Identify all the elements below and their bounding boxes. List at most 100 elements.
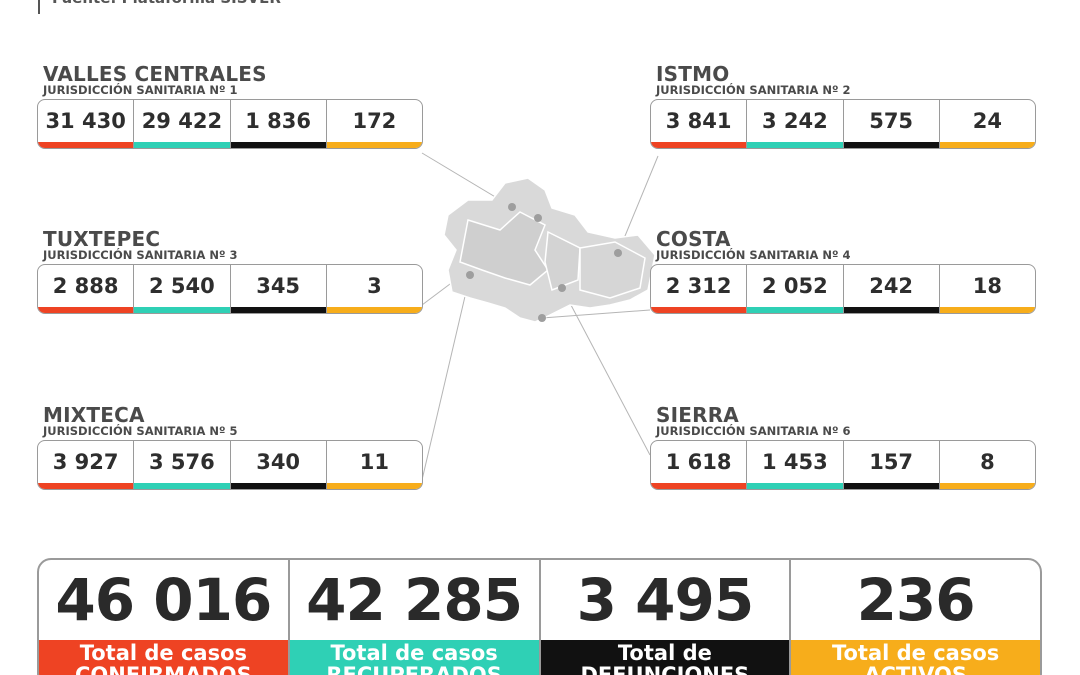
total-deaths: 3 495 Total de DEFUNCIONES: [540, 560, 792, 675]
deaths-cell: 1 836: [230, 100, 327, 148]
active-cell: 24: [939, 100, 1035, 148]
region-mixteca: MIXTECA JURISDICCIÓN SANITARIA Nº 5 3 92…: [37, 405, 423, 490]
region-stats: 3 841 3 242 575 24: [650, 99, 1036, 149]
region-name: COSTA: [656, 227, 731, 251]
region-sierra: SIERRA JURISDICCIÓN SANITARIA Nº 6 1 618…: [650, 405, 1036, 490]
region-jurisdiction: JURISDICCIÓN SANITARIA Nº 6: [656, 424, 851, 438]
recovered-value: 29 422: [141, 109, 223, 133]
deaths-cell: 345: [230, 265, 327, 313]
deaths-value: 575: [869, 109, 914, 133]
confirmed-bar: [651, 307, 747, 313]
region-name: ISTMO: [656, 62, 730, 86]
region-name: TUXTEPEC: [43, 227, 161, 251]
label-line2: ACTIVOS: [864, 663, 967, 675]
region-stats: 31 430 29 422 1 836 172: [37, 99, 423, 149]
total-confirmed-value: 46 016: [55, 566, 272, 634]
active-cell: 11: [326, 441, 422, 489]
label-line2: DEFUNCIONES: [580, 663, 750, 675]
totals-panel: 46 016 Total de casos CONFIRMADOS 42 285…: [37, 558, 1042, 675]
active-bar: [326, 483, 422, 489]
active-value: 11: [359, 450, 389, 474]
deaths-bar: [230, 307, 326, 313]
region-stats: 3 927 3 576 340 11: [37, 440, 423, 490]
active-cell: 172: [326, 100, 422, 148]
deaths-cell: 340: [230, 441, 327, 489]
region-jurisdiction: JURISDICCIÓN SANITARIA Nº 5: [43, 424, 238, 438]
recovered-bar: [134, 142, 230, 148]
active-cell: 8: [939, 441, 1035, 489]
active-bar: [939, 142, 1035, 148]
confirmed-cell: 1 618: [651, 441, 748, 489]
recovered-bar: [747, 142, 843, 148]
connector-lines: [421, 152, 659, 481]
confirmed-bar: [38, 307, 134, 313]
total-active: 236 Total de casos ACTIVOS: [791, 560, 1040, 675]
label-line1: Total de casos: [79, 641, 248, 665]
label-line2: CONFIRMADOS: [75, 663, 252, 675]
recovered-bar: [747, 483, 843, 489]
deaths-value: 340: [256, 450, 301, 474]
state-shape: [443, 177, 656, 323]
total-deaths-label: Total de DEFUNCIONES: [540, 640, 790, 675]
recovered-value: 2 540: [148, 274, 215, 298]
confirmed-value: 3 841: [665, 109, 732, 133]
region-jurisdiction: JURISDICCIÓN SANITARIA Nº 1: [43, 83, 238, 97]
total-recovered-label: Total de casos RECUPERADOS: [289, 640, 539, 675]
confirmed-bar: [651, 483, 747, 489]
active-bar: [939, 307, 1035, 313]
region-istmo: ISTMO JURISDICCIÓN SANITARIA Nº 2 3 841 …: [650, 64, 1036, 149]
total-confirmed: 46 016 Total de casos CONFIRMADOS: [39, 560, 290, 675]
region-stats: 2 312 2 052 242 18: [650, 264, 1036, 314]
map-points: [466, 203, 622, 322]
region-stats: 2 888 2 540 345 3: [37, 264, 423, 314]
recovered-cell: 1 453: [747, 441, 844, 489]
region-stats: 1 618 1 453 157 8: [650, 440, 1036, 490]
deaths-bar: [843, 142, 939, 148]
region-name: MIXTECA: [43, 403, 145, 427]
confirmed-cell: 3 841: [651, 100, 748, 148]
confirmed-value: 3 927: [52, 450, 119, 474]
confirmed-cell: 2 888: [38, 265, 135, 313]
region-jurisdiction: JURISDICCIÓN SANITARIA Nº 2: [656, 83, 851, 97]
label-line1: Total de casos: [330, 641, 498, 665]
confirmed-cell: 3 927: [38, 441, 135, 489]
deaths-cell: 242: [843, 265, 940, 313]
recovered-bar: [134, 307, 230, 313]
deaths-bar: [843, 307, 939, 313]
confirmed-bar: [38, 142, 134, 148]
recovered-value: 3 242: [761, 109, 828, 133]
active-bar: [326, 142, 422, 148]
deaths-value: 157: [869, 450, 914, 474]
confirmed-bar: [651, 142, 747, 148]
active-value: 24: [972, 109, 1002, 133]
recovered-bar: [134, 483, 230, 489]
region-name: SIERRA: [656, 403, 739, 427]
total-deaths-value: 3 495: [576, 566, 755, 634]
recovered-bar: [747, 307, 843, 313]
confirmed-value: 1 618: [665, 450, 732, 474]
label-line1: Total de casos: [831, 641, 1000, 665]
total-recovered-value: 42 285: [306, 566, 523, 634]
deaths-bar: [230, 142, 326, 148]
active-cell: 18: [939, 265, 1035, 313]
recovered-value: 2 052: [761, 274, 828, 298]
label-line1: Total de: [617, 641, 712, 665]
deaths-value: 242: [869, 274, 914, 298]
deaths-bar: [230, 483, 326, 489]
recovered-value: 3 576: [148, 450, 215, 474]
confirmed-value: 31 430: [45, 109, 126, 133]
region-costa: COSTA JURISDICCIÓN SANITARIA Nº 4 2 312 …: [650, 229, 1036, 314]
confirmed-value: 2 888: [52, 274, 119, 298]
active-bar: [326, 307, 422, 313]
region-tuxtepec: TUXTEPEC JURISDICCIÓN SANITARIA Nº 3 2 8…: [37, 229, 423, 314]
recovered-cell: 2 052: [747, 265, 844, 313]
confirmed-cell: 31 430: [38, 100, 135, 148]
recovered-cell: 3 576: [134, 441, 231, 489]
recovered-cell: 2 540: [134, 265, 231, 313]
confirmed-value: 2 312: [665, 274, 732, 298]
active-value: 8: [980, 450, 995, 474]
recovered-cell: 29 422: [134, 100, 231, 148]
confirmed-cell: 2 312: [651, 265, 748, 313]
deaths-value: 345: [256, 274, 301, 298]
region-jurisdiction: JURISDICCIÓN SANITARIA Nº 4: [656, 248, 851, 262]
